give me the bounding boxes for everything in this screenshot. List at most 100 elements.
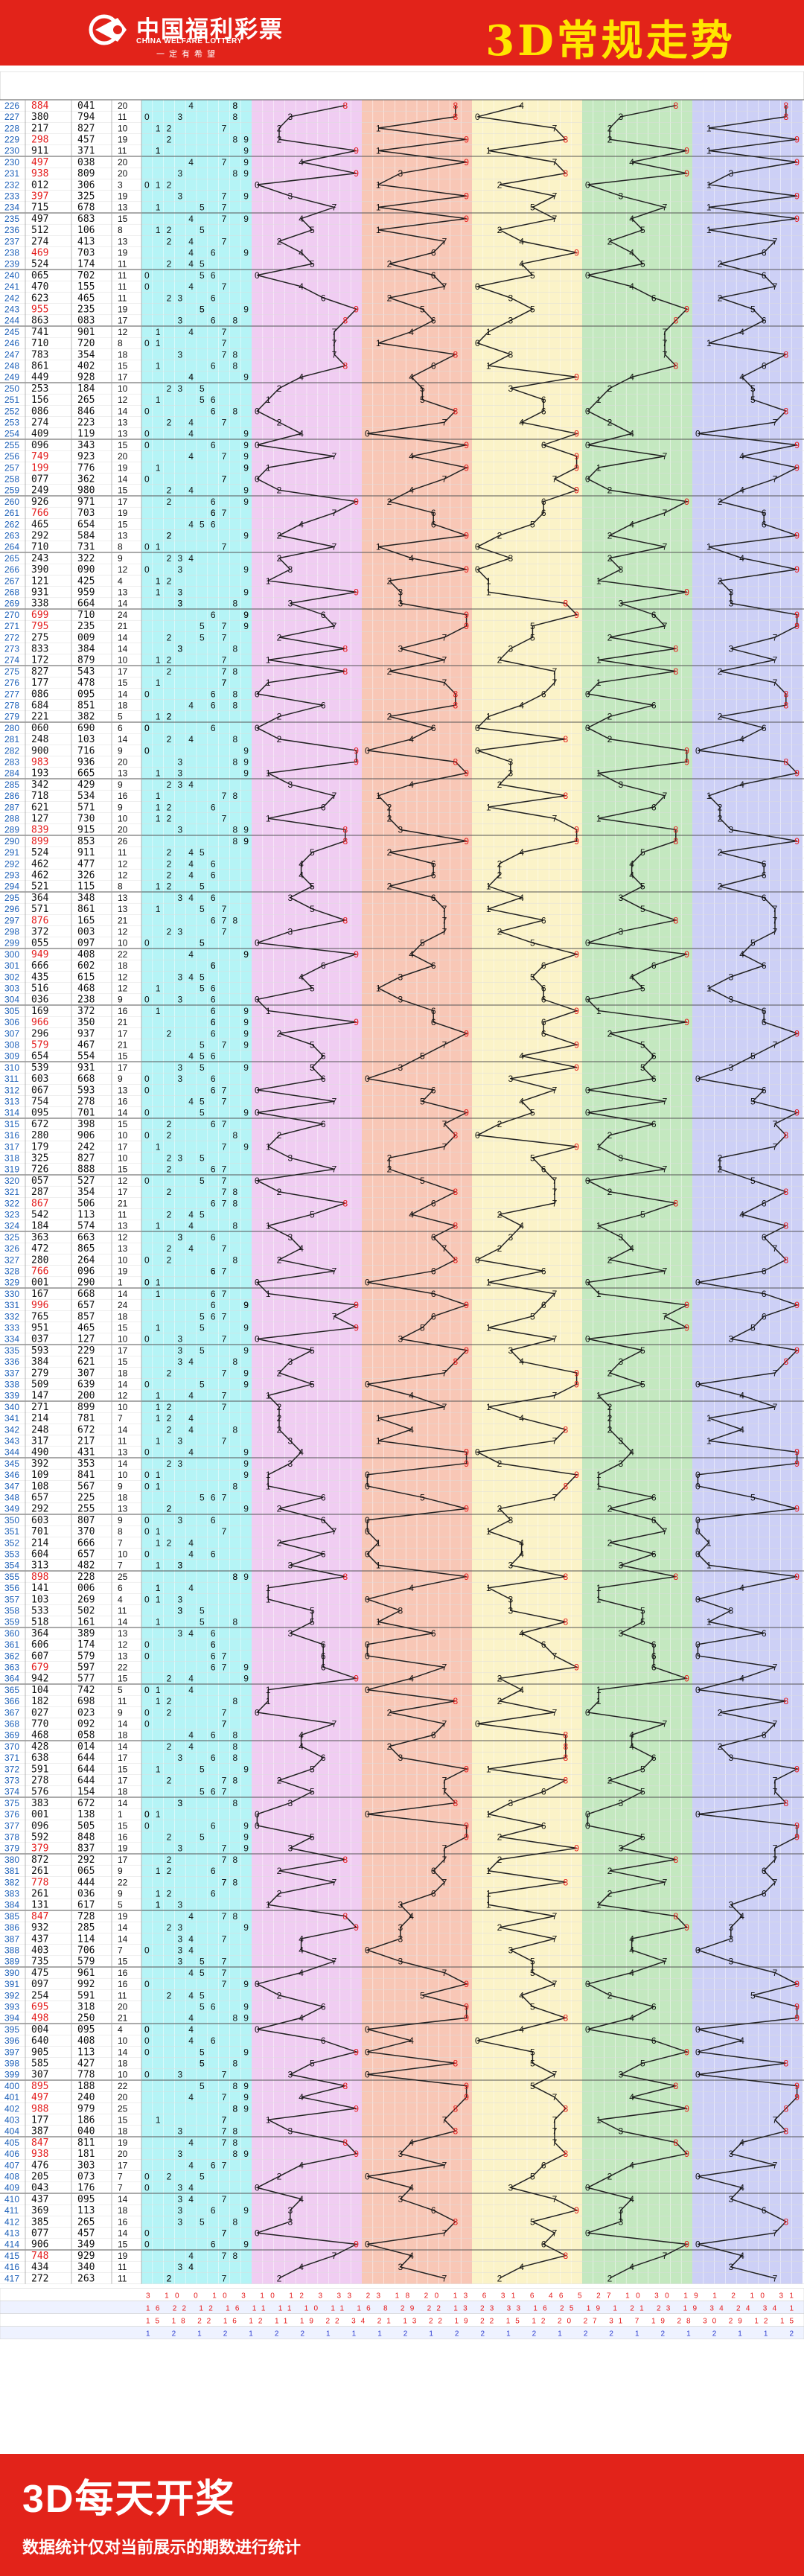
zone0-digit: 7 <box>222 123 227 133</box>
period-label: 378 <box>4 1831 19 1842</box>
zone0-digit: 7 <box>222 791 227 801</box>
draw-number: 248 <box>31 1424 48 1435</box>
zone0-digit: 3 <box>177 972 182 982</box>
sum-value: 20 <box>118 2149 128 2159</box>
draw-number: 949 <box>31 949 48 960</box>
zone0-digit: 9 <box>243 1843 249 1854</box>
period-label: 322 <box>4 1198 19 1208</box>
prev-number: 979 <box>77 2103 95 2114</box>
zone4-digit: 2 <box>607 1866 613 1876</box>
period-label: 326 <box>4 1243 19 1254</box>
zone0-digit: 0 <box>144 745 150 756</box>
zone1-digit: 3 <box>287 780 293 790</box>
zone5-digit: 5 <box>750 1322 756 1333</box>
period-label: 230 <box>4 146 19 156</box>
draw-number: 325 <box>31 1152 48 1164</box>
prev-number: 250 <box>77 2013 95 2024</box>
zone5-digit: 7 <box>773 1662 778 1672</box>
zone0-digit: 0 <box>144 2070 150 2080</box>
prev-number: 040 <box>77 2126 95 2137</box>
zone2-digit: 0 <box>365 1515 370 1525</box>
zone1-digit: 2 <box>277 530 282 541</box>
draw-number: 749 <box>31 451 48 462</box>
period-label: 283 <box>4 756 19 767</box>
zone5-digit: 0 <box>695 1594 701 1604</box>
zone5-digit: 6 <box>762 1866 767 1876</box>
zone5-digit: 7 <box>773 1968 778 1978</box>
zone0-digit: 0 <box>144 2035 150 2046</box>
zone3-digit: 6 <box>541 1300 546 1310</box>
zone2-digit: 7 <box>442 1775 447 1785</box>
zone0-digit: 5 <box>200 1764 205 1774</box>
zone4-digit: 4 <box>629 1933 634 1944</box>
sum-value: 19 <box>118 2251 128 2261</box>
zone0-digit: 9 <box>243 451 249 462</box>
zone4-digit: 6 <box>651 1753 657 1763</box>
draw-number: 077 <box>31 474 48 485</box>
zone0-digit: 1 <box>156 1537 161 1548</box>
zone0-digit: 0 <box>144 1379 150 1389</box>
zone1-digit: 3 <box>287 1798 293 1808</box>
zone2-digit: 3 <box>398 587 403 597</box>
zone0-digit: 3 <box>177 1843 182 1854</box>
zone0-digit: 5 <box>200 904 205 914</box>
zone3-digit: 6 <box>541 2239 546 2250</box>
zone3-digit: 2 <box>497 179 502 190</box>
period-label: 363 <box>4 1662 19 1672</box>
zone1-digit: 5 <box>310 847 315 858</box>
zone0-digit: 5 <box>200 1176 205 1186</box>
prev-number: 690 <box>77 723 95 734</box>
zone2-digit: 8 <box>453 1221 458 1231</box>
sum-value: 15 <box>118 1051 128 1062</box>
zone0-digit: 9 <box>243 2047 249 2057</box>
zone0-digit: 6 <box>211 1074 216 1084</box>
zone1-digit: 2 <box>277 1990 282 2000</box>
zone3-digit: 9 <box>574 1141 579 1152</box>
sum-value: 24 <box>118 610 128 620</box>
zone5-digit: 7 <box>773 1775 778 1785</box>
zone0-digit: 5 <box>200 881 205 892</box>
sum-value: 17 <box>118 1855 128 1865</box>
prev-number: 009 <box>77 632 95 643</box>
stats-row-bg <box>0 2313 804 2327</box>
period-label: 287 <box>4 802 19 812</box>
zone5-digit: 2 <box>718 1164 723 1175</box>
zone0-digit: 9 <box>243 610 249 620</box>
zone0-digit: 2 <box>167 553 172 564</box>
period-label: 265 <box>4 553 19 564</box>
zone5-digit: 0 <box>695 1685 701 1695</box>
draw-number: 271 <box>31 1402 48 1413</box>
footer-note: 数据统计仅对当前展示的期数进行统计 <box>22 2538 302 2557</box>
zone0-digit: 5 <box>200 304 205 314</box>
sum-value: 18 <box>118 2058 128 2068</box>
zone4-digit: 6 <box>651 700 657 710</box>
zone0-digit: 9 <box>243 1458 249 1469</box>
zone4-digit: 0 <box>585 1334 590 1345</box>
zone4-digit: 0 <box>585 1278 590 1288</box>
zone4-digit: 4 <box>629 870 634 880</box>
zone3-digit: 2 <box>497 2273 502 2283</box>
zone5-digit: 0 <box>695 2070 701 2080</box>
sum-value: 13 <box>118 1447 128 1458</box>
zone0-digit: 4 <box>188 1447 194 1458</box>
zone3-digit: 6 <box>541 689 546 699</box>
zone3-digit: 3 <box>508 1594 513 1604</box>
zone0-digit: 3 <box>177 1074 182 1084</box>
zone0-digit: 9 <box>243 1379 249 1389</box>
prev-number: 929 <box>77 2251 95 2262</box>
zone2-digit: 5 <box>420 1051 425 1062</box>
zone0-digit: 1 <box>156 1141 161 1152</box>
zone0-digit: 6 <box>211 360 216 371</box>
zone3-digit: 4 <box>519 893 524 903</box>
zone2-digit: 7 <box>442 926 447 937</box>
zone2-digit: 7 <box>442 417 447 427</box>
zone0-digit: 9 <box>243 825 249 835</box>
zone0-digit: 8 <box>232 1730 237 1741</box>
zone5-digit: 3 <box>728 1062 733 1073</box>
period-label: 368 <box>4 1718 19 1729</box>
zone0-digit: 1 <box>156 1413 161 1424</box>
prev-number: 848 <box>77 1831 95 1843</box>
sum-value: 1 <box>118 1278 123 1288</box>
zone1-digit: 5 <box>310 881 315 892</box>
draw-number: 372 <box>31 926 48 937</box>
